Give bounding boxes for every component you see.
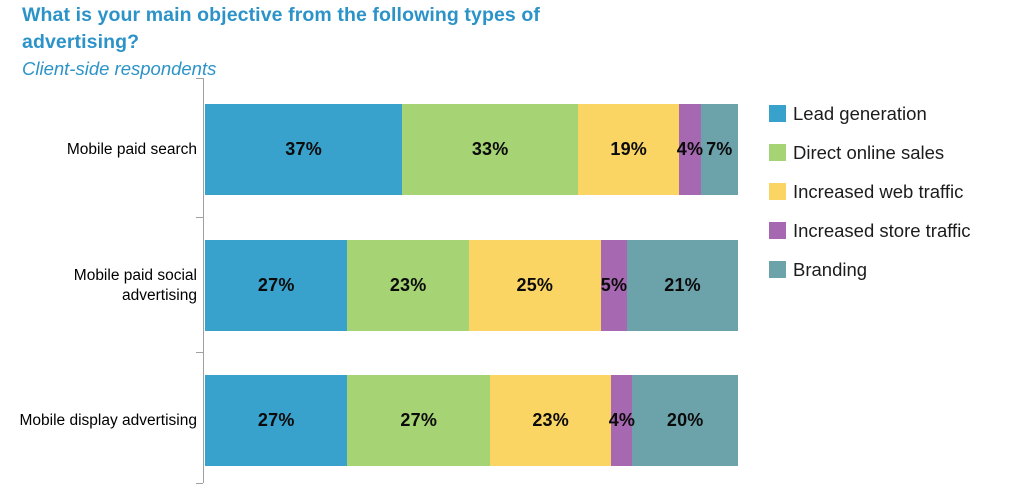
axis-tick xyxy=(196,217,203,218)
category-label: Mobile paid search xyxy=(66,140,197,158)
bar-segment: 27% xyxy=(205,240,348,331)
stacked-bar: 27% 23% 25% 5% 21% xyxy=(205,240,738,331)
bar-segment: 33% xyxy=(402,104,579,195)
bar-segment: 19% xyxy=(578,104,680,195)
legend: Lead generation Direct online sales Increa… xyxy=(769,103,971,298)
bar-segment: 4% xyxy=(676,104,704,195)
legend-label: Increased store traffic xyxy=(793,219,971,241)
segment-value-label: 27% xyxy=(257,410,295,430)
legend-label: Direct online sales xyxy=(793,141,945,163)
segment-value-label: 20% xyxy=(666,410,704,430)
segment-value-label: 25% xyxy=(516,275,554,295)
bar-segment: 4% xyxy=(608,375,636,466)
segment-value-label: 4% xyxy=(608,410,636,430)
axis-tick xyxy=(196,352,203,353)
y-axis-line xyxy=(203,78,204,483)
segment-value-label: 33% xyxy=(471,139,509,159)
legend-item: Increased web traffic xyxy=(769,181,971,202)
legend-label: Lead generation xyxy=(793,102,927,124)
segment-value-label: 7% xyxy=(706,139,733,159)
bar-segment: 20% xyxy=(632,375,738,466)
segment-value-label: 21% xyxy=(664,275,701,295)
bar-segment: 21% xyxy=(627,240,738,331)
bar-segment: 27% xyxy=(205,375,348,466)
bar-segment: 23% xyxy=(347,240,469,331)
legend-item: Branding xyxy=(769,259,971,280)
bar-segment: 37% xyxy=(205,104,403,195)
segment-value-label: 4% xyxy=(676,139,704,159)
segment-value-label: 5% xyxy=(600,275,628,295)
legend-item: Increased store traffic xyxy=(769,220,971,241)
category-label: Mobile paid social advertising xyxy=(73,266,197,304)
legend-swatch xyxy=(769,183,786,200)
legend-item: Lead generation xyxy=(769,103,971,124)
segment-value-label: 19% xyxy=(610,139,648,159)
bar-segment: 25% xyxy=(468,240,601,331)
bar-segment: 7% xyxy=(700,104,738,195)
legend-swatch xyxy=(769,105,786,122)
bar-segment: 23% xyxy=(489,375,612,466)
segment-value-label: 23% xyxy=(532,410,569,430)
category-label: Mobile display advertising xyxy=(19,411,197,429)
segment-value-label: 23% xyxy=(389,275,427,295)
chart-subtitle: Client-side respondents xyxy=(22,58,217,79)
legend-swatch xyxy=(769,144,786,161)
stacked-bar: 27% 27% 23% 4% 20% xyxy=(205,375,738,466)
bar-segment: 5% xyxy=(600,240,628,331)
segment-value-label: 37% xyxy=(285,139,322,159)
segment-value-label: 27% xyxy=(257,275,295,295)
axis-tick xyxy=(196,483,203,484)
bar-segment: 27% xyxy=(347,375,490,466)
segment-value-label: 27% xyxy=(400,410,438,430)
legend-label: Branding xyxy=(793,258,868,280)
legend-swatch xyxy=(769,261,786,278)
legend-swatch xyxy=(769,222,786,239)
axis-tick xyxy=(196,78,203,79)
chart-title: What is your main objective from the fol… xyxy=(22,4,540,54)
legend-label: Increased web traffic xyxy=(793,180,964,202)
legend-item: Direct online sales xyxy=(769,142,971,163)
stacked-bar: 37% 33% 19% 4% 7% xyxy=(205,104,738,195)
